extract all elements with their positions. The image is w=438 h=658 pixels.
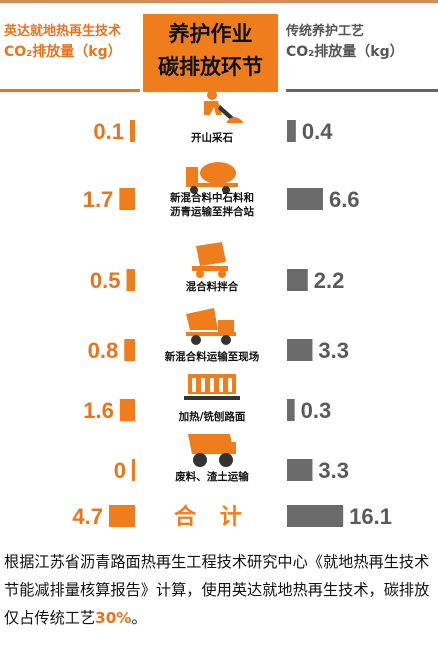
- value-label-left-3: 0.8: [88, 338, 119, 363]
- value-label-right-4: 0.3: [301, 398, 332, 423]
- bar-right-5: [287, 459, 313, 481]
- category-label-4: 加热/铣刨路面: [178, 410, 246, 423]
- bar-right-3: [287, 339, 313, 361]
- bar-right-4: [287, 399, 295, 421]
- category-label-2: 混合料拌合: [186, 280, 239, 293]
- mining-truck-icon: [188, 434, 236, 467]
- value-label-left-1: 1.7: [83, 187, 114, 212]
- footer-text: 根据江苏省沥青路面热再生工程技术研究中心《就地热再生技术节能减排量核算报告》计算…: [4, 553, 430, 627]
- bar-right-2: [287, 269, 308, 291]
- value-label-right-6: 16.1: [349, 504, 392, 529]
- infographic-panel: 英达就地热再生技术 CO₂排放量（kg） 养护作业 碳排放环节 传统养护工艺 C…: [0, 0, 438, 530]
- value-label-right-1: 6.6: [329, 187, 360, 212]
- footer-end: 。: [131, 609, 147, 627]
- bar-left-6: [108, 505, 135, 527]
- right-header-rule: [286, 89, 438, 92]
- value-label-right-3: 3.3: [318, 338, 349, 363]
- value-label-left-0: 0.1: [93, 119, 124, 144]
- value-label-left-5: 0: [114, 458, 126, 483]
- left-header-title: 英达就地热再生技术: [4, 24, 122, 39]
- right-header-unit: CO₂排放量（kg）: [286, 44, 404, 60]
- category-label-1: 新混合料中石料和: [170, 191, 254, 204]
- bar-left-0: [130, 120, 135, 142]
- value-label-left-4: 1.6: [83, 398, 114, 423]
- value-label-right-5: 3.3: [318, 458, 349, 483]
- mixer-truck-icon: [186, 162, 238, 194]
- value-label-right-2: 2.2: [314, 268, 345, 293]
- bar-right-1: [287, 188, 323, 210]
- right-column-header: 传统养护工艺 CO₂排放量（kg）: [286, 22, 438, 92]
- bar-left-3: [124, 339, 135, 361]
- bar-left-2: [126, 269, 135, 291]
- footer-note: 根据江苏省沥青路面热再生工程技术研究中心《就地热再生技术节能减排量核算报告》计算…: [4, 548, 434, 632]
- center-header-line2: 碳排放环节: [158, 55, 263, 79]
- bar-left-4: [119, 399, 135, 421]
- left-header-unit: CO₂排放量（kg）: [4, 44, 122, 60]
- category-label-3: 新混合料运输至现场: [165, 350, 260, 363]
- value-label-right-0: 0.4: [302, 119, 333, 144]
- center-column-header: 养护作业 碳排放环节: [143, 14, 278, 92]
- category-label-5: 废料、渣土运输: [175, 470, 249, 483]
- value-label-left-6: 4.7: [72, 504, 103, 529]
- right-header-title: 传统养护工艺: [286, 24, 365, 39]
- left-column-header: 英达就地热再生技术 CO₂排放量（kg）: [0, 22, 144, 92]
- category-label-1: 沥青运输至拌合站: [170, 205, 254, 218]
- bar-right-6: [287, 505, 344, 527]
- bar-left-1: [119, 188, 135, 210]
- bar-left-5: [132, 459, 135, 481]
- top-rule: [0, 0, 438, 3]
- footer-highlight: 30%: [95, 609, 132, 627]
- category-label-total: 合 计: [174, 504, 250, 530]
- road-heater-icon: [184, 374, 240, 400]
- left-header-rule: [0, 89, 140, 92]
- concrete-mixer-icon: [192, 242, 228, 278]
- bar-right-0: [287, 120, 296, 142]
- center-header-line1: 养护作业: [168, 22, 253, 46]
- category-label-0: 开山采石: [191, 131, 233, 144]
- value-label-left-2: 0.5: [90, 268, 121, 293]
- dump-truck-icon: [186, 308, 236, 345]
- worker-shovel-icon: [204, 90, 244, 123]
